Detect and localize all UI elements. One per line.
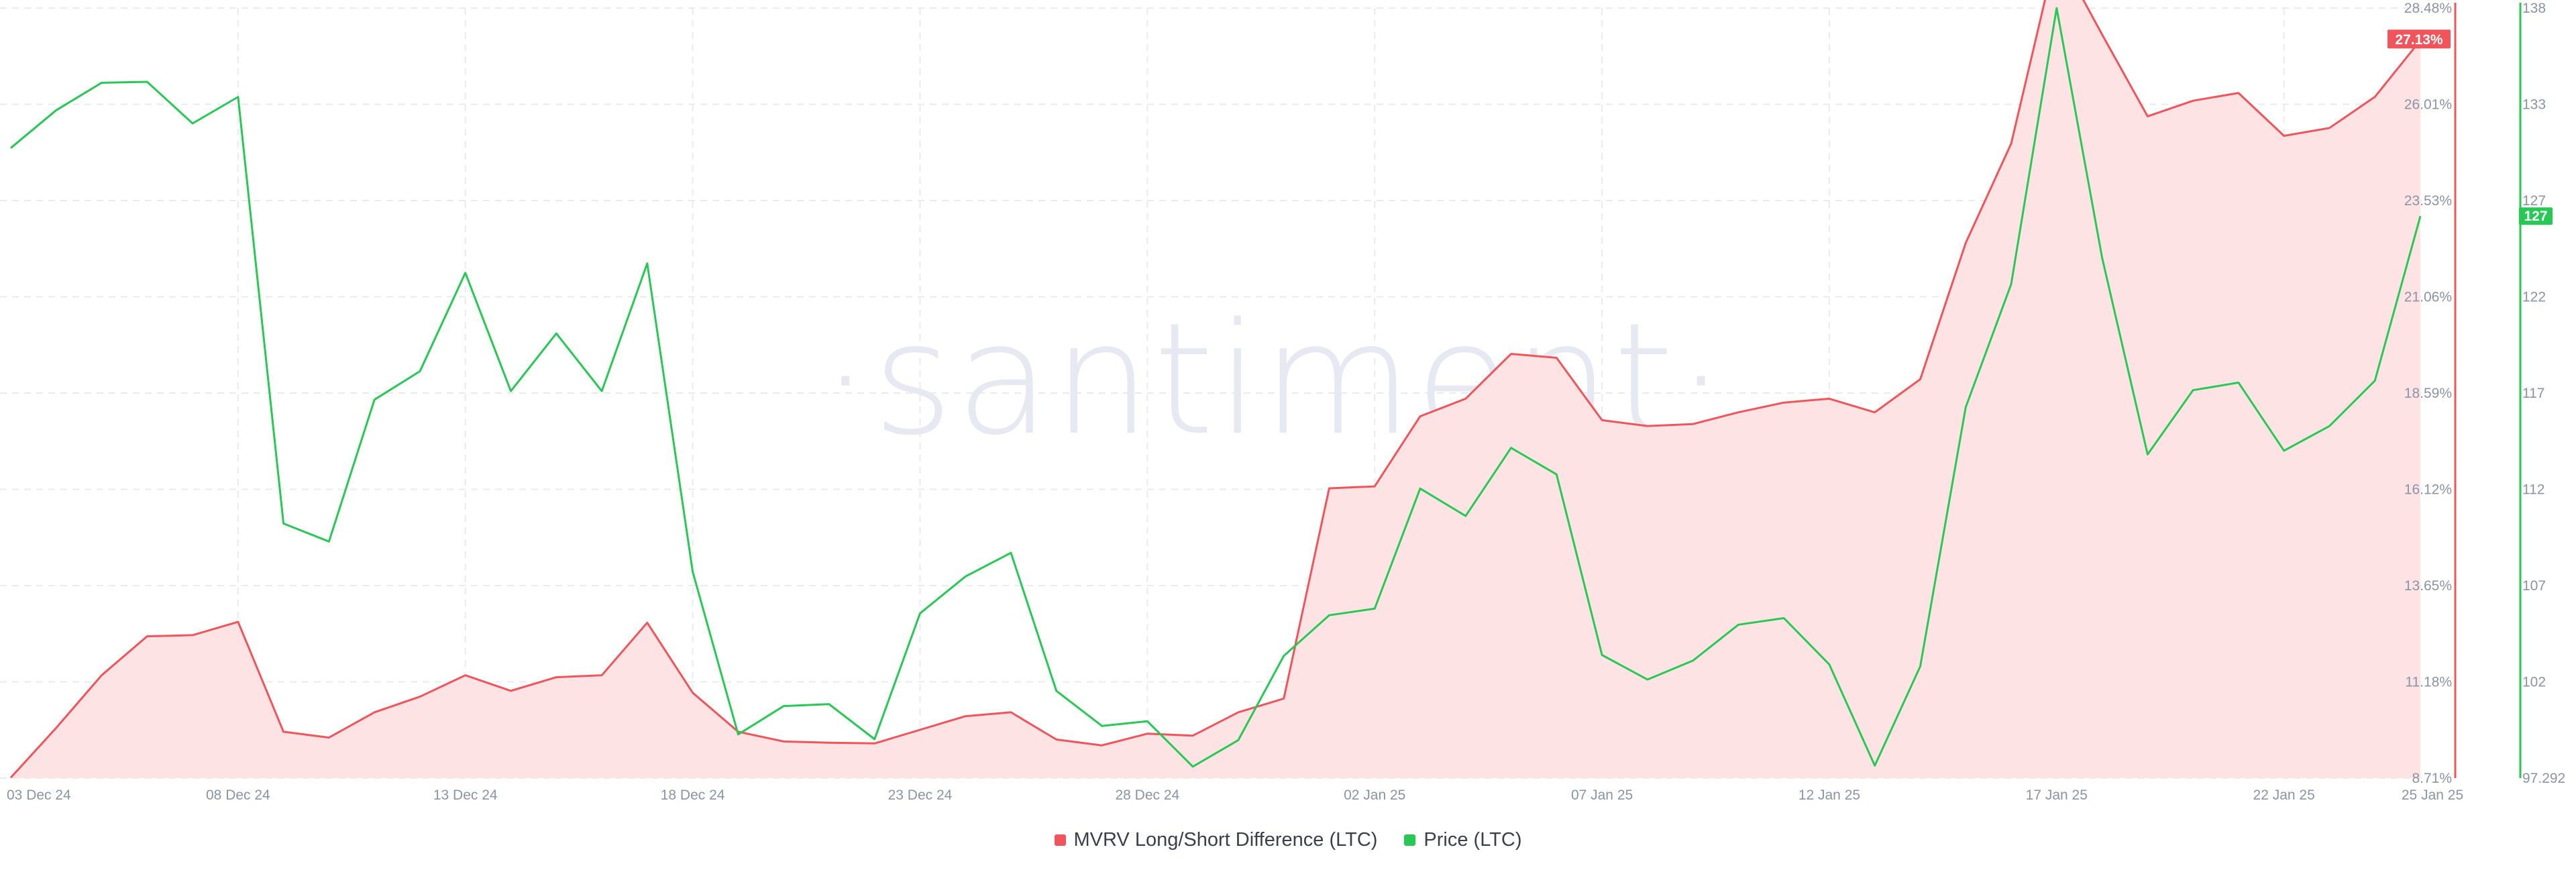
mvrv-current-badge-label: 27.13%: [2395, 32, 2443, 48]
legend-item-mvrv[interactable]: MVRV Long/Short Difference (LTC): [1054, 829, 1378, 851]
x-axis-tick-label: 12 Jan 25: [1799, 787, 1860, 803]
x-axis-tick-label: 02 Jan 25: [1344, 787, 1405, 803]
mvrv-line: [9, 0, 2422, 779]
price-line: [10, 7, 2422, 768]
right-axis-tick-label: 122: [2522, 290, 2546, 305]
legend-item-price[interactable]: Price (LTC): [1404, 829, 1522, 851]
x-axis-tick-label: 07 Jan 25: [1571, 787, 1633, 803]
left-axis-tick-label: 18.59%: [2404, 386, 2452, 401]
x-axis-tick-label: 03 Dec 24: [7, 787, 71, 803]
legend-swatch-mvrv: [1054, 834, 1066, 846]
line-layer: [9, 0, 2422, 779]
left-axis-tick-label: 8.71%: [2412, 771, 2452, 786]
legend-label-price: Price (LTC): [1424, 829, 1522, 851]
badge-layer: 27.13% 127: [2387, 30, 2553, 225]
left-axis-tick-label: 11.18%: [2405, 675, 2452, 690]
price-current-badge: [2519, 207, 2553, 225]
legend-label-mvrv: MVRV Long/Short Difference (LTC): [1073, 829, 1378, 851]
right-axis-tick-label: 133: [2522, 97, 2546, 113]
left-axis-tick-label: 28.48%: [2404, 1, 2452, 16]
left-axis-tick-label: 16.12%: [2404, 482, 2452, 498]
right-axis-tick-label: 102: [2522, 675, 2546, 690]
price-current-badge-label: 127: [2524, 209, 2547, 224]
x-axis-tick-label: 22 Jan 25: [2253, 787, 2315, 803]
x-axis-tick-label: 28 Dec 24: [1115, 787, 1179, 803]
x-axis-tick-label: 17 Jan 25: [2026, 787, 2088, 803]
x-axis-tick-label: 18 Dec 24: [661, 787, 725, 803]
chart-legend: MVRV Long/Short Difference (LTC) Price (…: [0, 829, 2576, 851]
x-axis-tick-label: 25 Jan 25: [2402, 787, 2463, 803]
left-axis-tick-label: 21.06%: [2404, 290, 2452, 305]
left-axis-tick-label: 23.53%: [2404, 193, 2452, 209]
right-axis-tick-label: 138: [2522, 1, 2546, 16]
area-layer: [11, 0, 2420, 778]
legend-swatch-price: [1404, 834, 1416, 846]
mvrv-current-badge: [2387, 30, 2451, 49]
x-axis-tick-label: 23 Dec 24: [888, 787, 953, 803]
right-axis-tick-label: 107: [2522, 578, 2546, 594]
left-axis-tick-label: 26.01%: [2404, 97, 2452, 113]
right-axis-tick-label: 112: [2522, 482, 2544, 498]
x-axis-tick-label: 13 Dec 24: [433, 787, 498, 803]
right-axis-tick-label: 97.292: [2522, 771, 2565, 786]
mvrv-area-fill: [11, 0, 2420, 778]
x-axis-tick-label: 08 Dec 24: [206, 787, 270, 803]
right-axis-tick-label: 117: [2522, 386, 2544, 401]
left-axis-tick-label: 13.65%: [2404, 578, 2452, 594]
right-axis-tick-label: 127: [2522, 193, 2546, 209]
axis-layer: 8.71% 97.292 11.18% 102 13.65% 107 16.12% 112 18…: [7, 1, 2565, 803]
